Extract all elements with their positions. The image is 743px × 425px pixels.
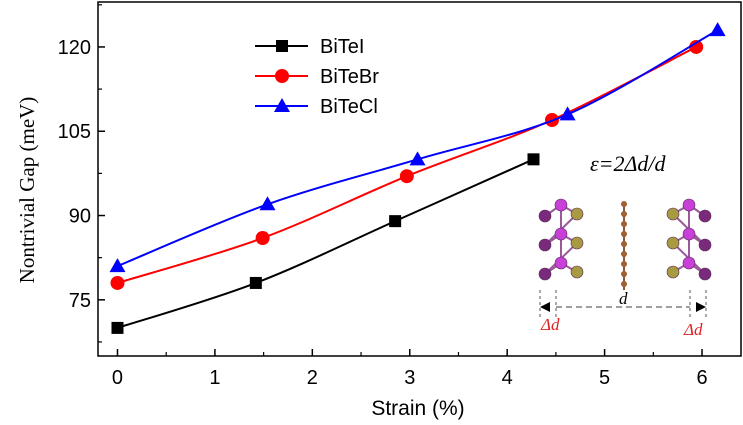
inset-chain-atom (621, 261, 627, 267)
data-point-bitei (527, 153, 540, 166)
x-tick-label: 5 (599, 367, 610, 389)
inset-atom (682, 227, 696, 241)
inset-delta-d-right: Δd (683, 320, 703, 339)
inset-atom (698, 209, 712, 223)
x-tick-label: 1 (209, 367, 220, 389)
data-point-bitei (389, 215, 402, 228)
data-point-bitebr (255, 231, 270, 245)
legend-label-bitei: BiTeI (320, 36, 364, 58)
inset-atom (698, 267, 712, 281)
data-point-bitecl (259, 196, 276, 211)
inset-atom (554, 227, 568, 241)
strain-formula: ε=2Δd/d (590, 151, 667, 176)
inset-chain-atom (621, 271, 627, 277)
inset-atom (554, 198, 568, 212)
y-tick-label: 105 (58, 121, 91, 143)
plot-frame (97, 1, 742, 357)
x-tick-label: 6 (696, 367, 707, 389)
inset-atom (682, 256, 696, 270)
inset-atom (570, 236, 584, 250)
y-tick-label: 90 (69, 206, 91, 228)
inset-atom (570, 265, 584, 279)
data-point-bitecl (109, 258, 126, 273)
data-point-bitebr (399, 169, 414, 184)
inset-atom (538, 209, 552, 223)
inset-arrowhead-right (696, 302, 706, 312)
y-tick-label: 120 (58, 37, 91, 59)
inset-atom (666, 236, 680, 250)
x-tick-label: 4 (502, 367, 513, 389)
data-point-bitei (249, 276, 262, 289)
data-point-bitecl (409, 151, 426, 166)
legend-marker-bitebr (275, 69, 289, 83)
inset-chain-atom (621, 201, 627, 207)
inset-atom (554, 256, 568, 270)
inset-chain-atom (621, 241, 627, 247)
inset-chain-atom (621, 281, 627, 287)
x-tick-label: 0 (112, 367, 123, 389)
inset-chain-atom (621, 221, 627, 227)
inset-delta-d-left: Δd (540, 315, 560, 334)
inset-d-label: d (619, 289, 628, 308)
data-point-bitebr (689, 39, 704, 54)
axes-layer: 0 1 2 3 4 5 6 75 90 105 120 (58, 1, 742, 389)
inset-atom (666, 207, 680, 221)
legend-label-bitebr: BiTeBr (320, 66, 379, 88)
data-point-bitebr (110, 275, 125, 290)
y-tick-label: 75 (69, 290, 91, 312)
inset-atom (682, 198, 696, 212)
x-tick-label: 3 (404, 367, 415, 389)
inset-chain-atom (621, 231, 627, 237)
legend-marker-bitecl (274, 98, 290, 112)
x-tick-label: 2 (307, 367, 318, 389)
inset-atoms (538, 198, 712, 318)
data-point-bitecl (709, 22, 726, 37)
inset-atom (538, 238, 552, 252)
legend: BiTeI BiTeBr BiTeCl (255, 36, 379, 118)
data-point-bitei (111, 321, 124, 334)
series-layer (109, 22, 726, 334)
legend-label-bitecl: BiTeCl (320, 96, 378, 118)
series-line-bitei (117, 158, 534, 329)
inset-atom (538, 267, 552, 281)
y-axis-title: Nontrivial Gap (meV) (15, 97, 39, 284)
inset-atom (570, 207, 584, 221)
data-point-bitecl (559, 106, 576, 121)
inset-chain-atom (621, 211, 627, 217)
series-line-bitecl (117, 29, 719, 268)
legend-marker-bitei (276, 40, 288, 52)
inset-arrowhead-left (540, 302, 550, 312)
x-axis-title: Strain (%) (371, 397, 464, 420)
inset-structure-schematic: ε=2Δd/d d Δd Δd (538, 151, 712, 339)
inset-chain-atom (621, 251, 627, 257)
inset-atom (698, 238, 712, 252)
inset-atom (666, 265, 680, 279)
